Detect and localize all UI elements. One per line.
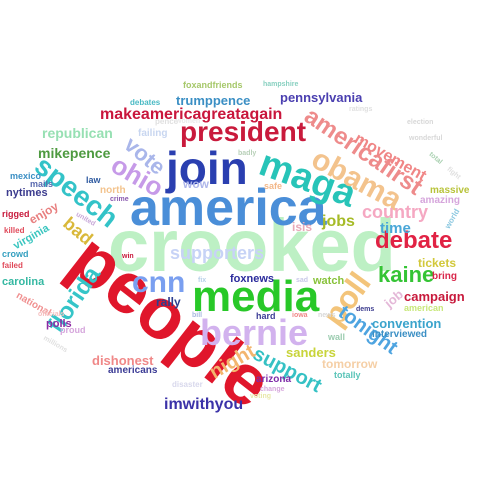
word-women: women: [176, 118, 201, 125]
word-totally: totally: [334, 370, 361, 380]
word-republican: republican: [42, 125, 113, 141]
word-hard: hard: [256, 311, 276, 321]
word-american: american: [404, 303, 444, 313]
word-imwithyou: imwithyou: [164, 396, 244, 413]
word-polls: polls: [46, 318, 72, 330]
word-debate: debate: [375, 227, 453, 254]
word-job: job: [381, 286, 407, 311]
word-watch: watch: [313, 275, 345, 287]
word-failing: failing: [138, 128, 168, 139]
word-proud: proud: [60, 325, 86, 335]
word-ratings: ratings: [349, 106, 373, 113]
word-bill: bill: [192, 312, 203, 319]
word-massive: massive: [430, 185, 470, 196]
word-president: president: [180, 116, 307, 147]
word-dishonest: dishonest: [92, 353, 154, 368]
word-pence: pence: [155, 117, 179, 126]
word-officials: officials: [38, 311, 65, 318]
word-failed: failed: [2, 261, 23, 270]
word-badly: badly: [238, 150, 257, 157]
word-fight: fight: [445, 165, 462, 182]
word-wall: wall: [328, 332, 346, 342]
word-mikepence: mikepence: [38, 145, 111, 161]
word-safe: safe: [264, 181, 283, 191]
word-foxandfriends: foxandfriends: [183, 80, 243, 90]
word-mexico: mexico: [10, 171, 42, 181]
word-crowd: crowd: [2, 249, 29, 259]
word-dems: dems: [356, 306, 375, 313]
word-wow: wow: [183, 177, 209, 191]
word-jobs: jobs: [322, 213, 355, 230]
word-media: media: [192, 272, 320, 321]
word-convention: convention: [372, 316, 442, 331]
word-killed: killed: [4, 226, 25, 235]
word-sanders: sanders: [286, 345, 336, 360]
word-change: change: [260, 386, 285, 393]
word-time: time: [380, 220, 411, 237]
word-rally: rally: [156, 295, 181, 309]
word-join: join: [166, 142, 248, 194]
word-makeamericagreatagain: makeamericagreatagain: [100, 106, 283, 123]
word-rigged: rigged: [2, 209, 30, 219]
word-iowa: iowa: [292, 312, 308, 319]
word-nytimes: nytimes: [6, 187, 48, 199]
word-kaine: kaine: [378, 262, 435, 287]
word-country: country: [362, 202, 429, 222]
word-total: total: [427, 151, 444, 166]
word-amazing: amazing: [420, 195, 461, 206]
word-foxnews: foxnews: [230, 273, 275, 285]
word-bernie: bernie: [200, 312, 309, 353]
word-cnn: cnn: [132, 266, 186, 299]
word-win: win: [122, 253, 134, 260]
word-north: north: [100, 185, 126, 196]
word-isis: isis: [292, 220, 313, 234]
word-voting: voting: [250, 393, 271, 400]
word-mails: mails: [30, 179, 54, 189]
word-supporters: supporters: [170, 243, 265, 263]
word-debates: debates: [130, 98, 161, 107]
word-wonderful: wonderful: [409, 135, 443, 142]
word-carolina: carolina: [2, 276, 45, 288]
word-crooked: crooked: [108, 204, 396, 287]
word-sad: sad: [296, 277, 309, 284]
word-arizona: arizona: [256, 374, 292, 385]
word-news: news: [318, 312, 336, 319]
word-election: election: [407, 119, 434, 126]
word-fix: fix: [198, 277, 207, 284]
word-disaster: disaster: [172, 380, 203, 389]
word-america: america: [130, 179, 327, 237]
word-crime: crime: [110, 196, 129, 203]
word-americans: americans: [108, 365, 158, 376]
word-world: world: [443, 207, 462, 231]
word-law: law: [86, 175, 101, 185]
word-trumppence: trumppence: [176, 93, 251, 108]
word-pennsylvania: pennsylvania: [280, 90, 363, 105]
word-hampshire: hampshire: [263, 81, 299, 88]
word-interviewed: interviewed: [372, 329, 428, 340]
word-bring: bring: [432, 271, 457, 282]
word-tickets: tickets: [418, 256, 457, 270]
word-campaign: campaign: [404, 289, 465, 304]
word-tomorrow: tomorrow: [322, 357, 378, 371]
